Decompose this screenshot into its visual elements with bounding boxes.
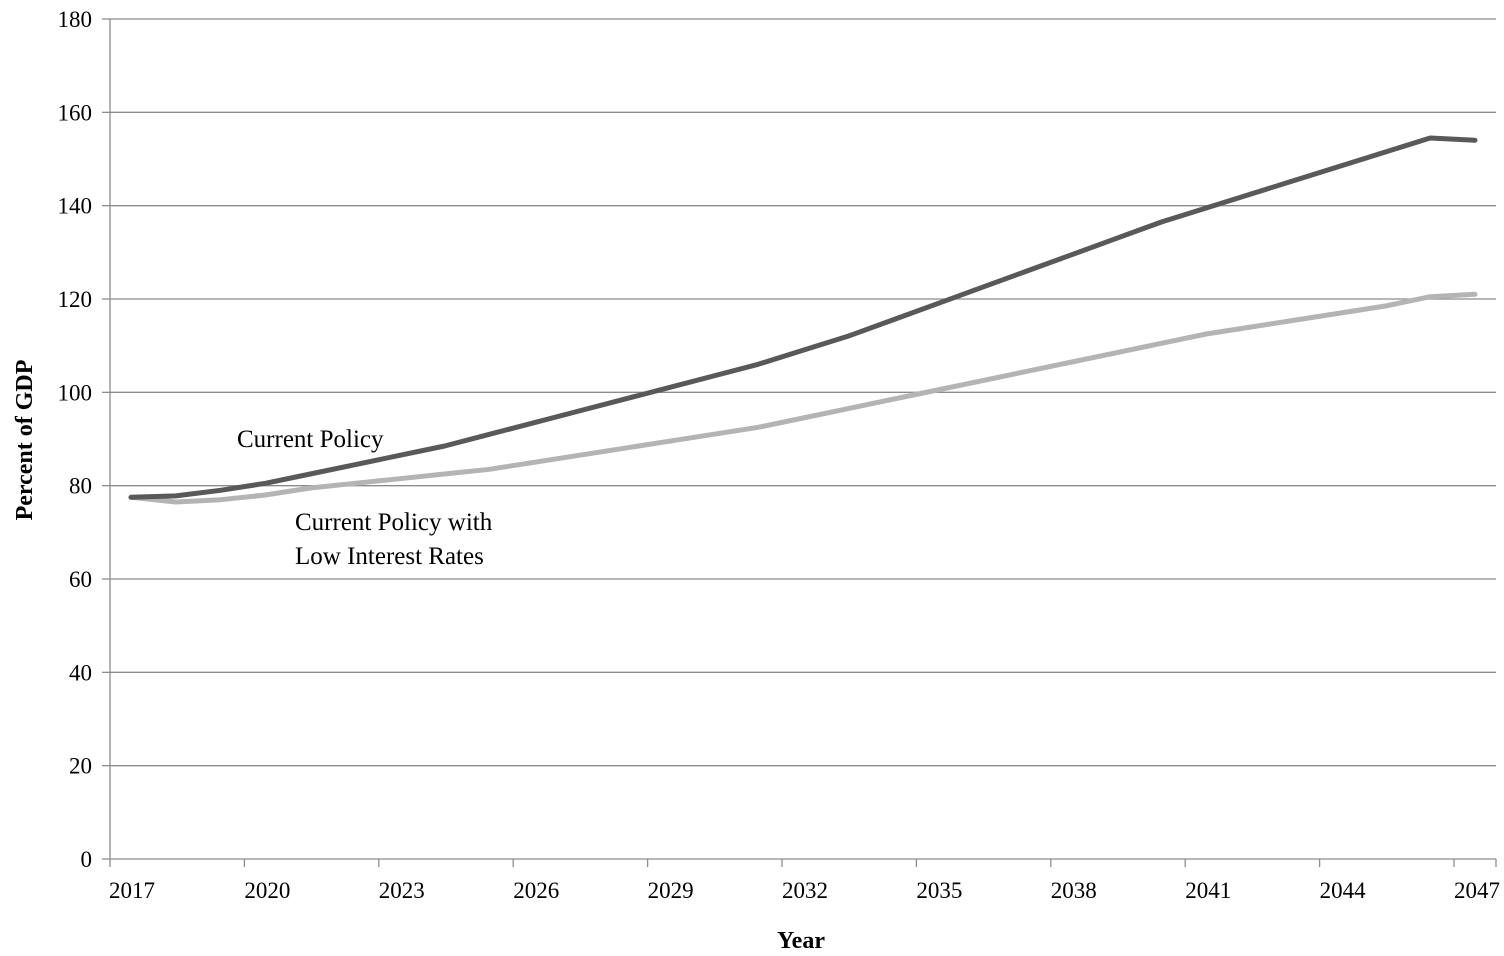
x-tick-label-2041: 2041 <box>1185 878 1231 903</box>
y-tick-label-20: 20 <box>69 754 92 779</box>
x-tick-label-2029: 2029 <box>648 878 694 903</box>
x-tick-label-2017: 2017 <box>109 878 155 903</box>
y-tick-label-180: 180 <box>58 7 93 32</box>
y-tick-label-160: 160 <box>58 100 93 125</box>
y-tick-label-60: 60 <box>69 567 92 592</box>
x-tick-label-2044: 2044 <box>1320 878 1367 903</box>
x-tick-label-2026: 2026 <box>513 878 559 903</box>
y-tick-label-100: 100 <box>58 380 93 405</box>
y-axis-title: Percent of GDP <box>12 360 38 521</box>
y-tick-label-80: 80 <box>69 474 92 499</box>
x-tick-labels: 2017 2020 2023 2026 2029 2032 2035 2038 2041 2044… <box>109 878 1500 903</box>
y-tick-label-0: 0 <box>81 847 93 872</box>
series-line-current-policy-with-low-interest-rates <box>128 291 1478 505</box>
axes <box>102 18 1497 867</box>
x-tick-label-2032: 2032 <box>782 878 828 903</box>
x-tick-label-2038: 2038 <box>1051 878 1097 903</box>
annotation-low-rates-line-1: Current Policy with <box>295 509 493 536</box>
y-tick-label-40: 40 <box>69 660 92 685</box>
x-tick-label-2020: 2020 <box>244 878 290 903</box>
series-line-current-policy <box>128 135 1478 500</box>
gridlines <box>110 18 1496 767</box>
y-tick-label-120: 120 <box>58 287 93 312</box>
x-tick-label-2047: 2047 <box>1454 878 1500 903</box>
x-axis-title: Year <box>777 928 825 954</box>
x-tick-label-2035: 2035 <box>916 878 962 903</box>
series-lines <box>128 135 1478 505</box>
y-tick-label-140: 140 <box>58 194 93 219</box>
x-tick-label-2023: 2023 <box>379 878 425 903</box>
annotation-low-rates-line-2: Low Interest Rates <box>295 543 484 570</box>
annotation-current-policy: Current Policy <box>237 426 384 453</box>
y-tick-labels: 0 20 40 60 80 100 120 140 160 180 <box>58 7 93 872</box>
